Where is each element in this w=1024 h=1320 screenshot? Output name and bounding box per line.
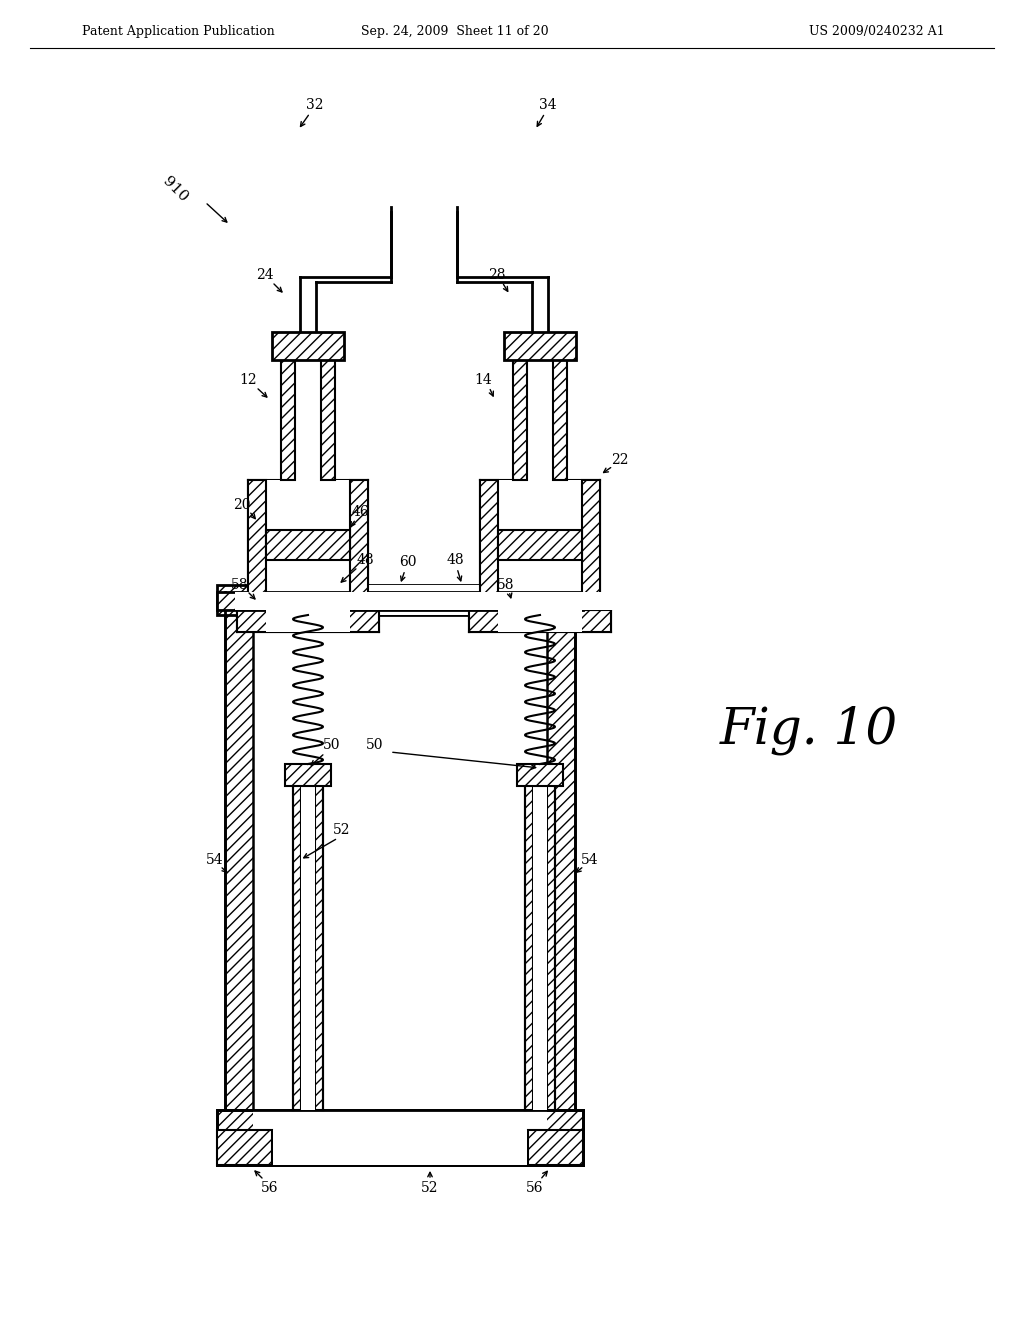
Text: 46: 46 <box>351 506 369 519</box>
Bar <box>253 610 547 1110</box>
Bar <box>321 360 335 480</box>
Bar <box>498 531 582 560</box>
Text: Fig. 10: Fig. 10 <box>720 705 898 755</box>
Text: 48: 48 <box>356 553 374 568</box>
Bar <box>498 480 582 610</box>
Bar <box>253 585 547 615</box>
Bar <box>273 1130 527 1166</box>
Bar <box>285 764 331 785</box>
Bar <box>248 480 266 610</box>
Bar <box>553 360 567 480</box>
Bar <box>478 591 602 610</box>
Bar <box>547 610 575 1110</box>
Bar <box>301 775 315 1110</box>
Bar <box>234 591 501 610</box>
Bar <box>368 591 788 610</box>
Bar <box>527 360 553 480</box>
Bar <box>217 585 583 615</box>
Text: Patent Application Publication: Patent Application Publication <box>82 25 274 38</box>
Bar <box>525 775 534 1110</box>
Bar <box>246 591 370 610</box>
Bar <box>350 480 368 610</box>
Text: 56: 56 <box>526 1181 544 1195</box>
Text: 54: 54 <box>206 853 224 867</box>
Bar <box>293 775 301 1110</box>
Text: 32: 32 <box>306 98 324 112</box>
Text: 50: 50 <box>367 738 384 752</box>
Text: 52: 52 <box>421 1181 438 1195</box>
Bar <box>266 480 350 610</box>
Bar <box>253 1110 547 1166</box>
Bar <box>498 610 582 632</box>
Bar <box>225 610 253 1110</box>
Bar <box>266 610 350 632</box>
Bar <box>480 480 498 610</box>
Bar <box>582 480 600 610</box>
Text: 60: 60 <box>399 554 417 569</box>
Bar <box>217 1110 583 1166</box>
Text: 54: 54 <box>582 853 599 867</box>
Bar <box>547 775 555 1110</box>
Text: 22: 22 <box>611 453 629 467</box>
Text: 28: 28 <box>488 268 506 282</box>
Bar <box>266 531 350 560</box>
Text: 56: 56 <box>261 1181 279 1195</box>
Bar <box>217 591 583 610</box>
Text: 50: 50 <box>324 738 341 752</box>
Text: 52: 52 <box>333 822 351 837</box>
Text: 910: 910 <box>160 174 190 206</box>
Text: Sep. 24, 2009  Sheet 11 of 20: Sep. 24, 2009 Sheet 11 of 20 <box>361 25 549 38</box>
Bar <box>534 775 547 1110</box>
Bar <box>295 360 321 480</box>
Bar <box>217 1130 272 1166</box>
Text: 14: 14 <box>474 374 492 387</box>
Bar <box>272 333 344 360</box>
Text: 12: 12 <box>240 374 257 387</box>
Text: 48: 48 <box>446 553 464 568</box>
Bar <box>528 1130 583 1166</box>
Bar <box>517 764 563 785</box>
Text: US 2009/0240232 A1: US 2009/0240232 A1 <box>809 25 945 38</box>
Bar <box>469 610 611 632</box>
Bar <box>315 775 323 1110</box>
Text: 20: 20 <box>233 498 251 512</box>
Text: 58: 58 <box>498 578 515 591</box>
Bar <box>504 333 575 360</box>
Bar <box>513 360 527 480</box>
Bar <box>237 610 379 632</box>
Text: 58: 58 <box>231 578 249 591</box>
Text: 24: 24 <box>256 268 273 282</box>
Bar <box>281 360 295 480</box>
Text: 34: 34 <box>540 98 557 112</box>
